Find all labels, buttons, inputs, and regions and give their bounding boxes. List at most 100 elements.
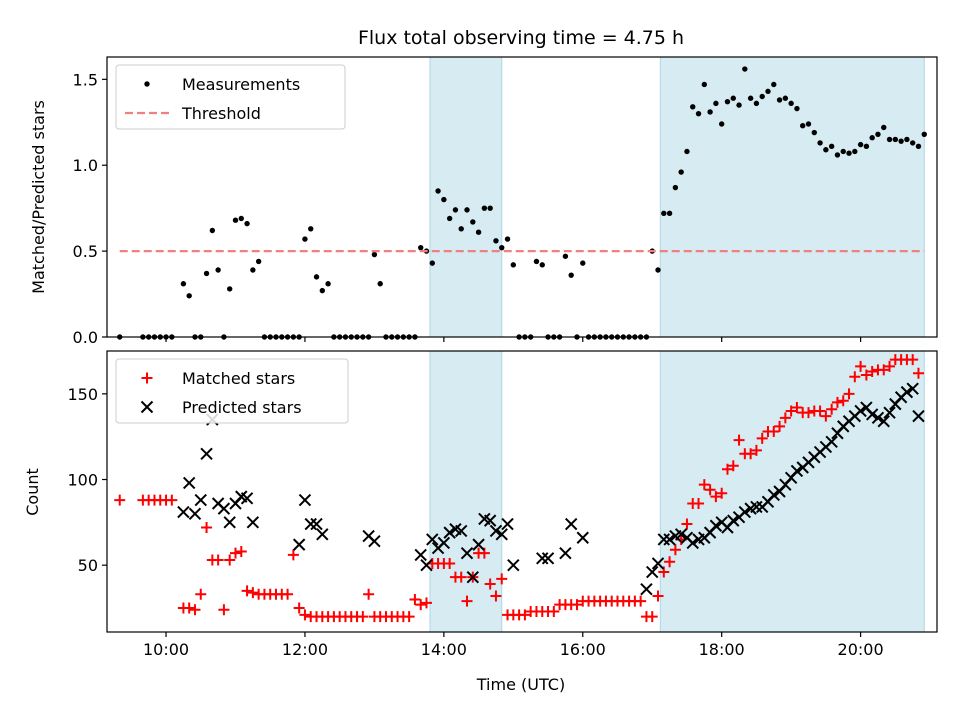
predicted-star-point — [292, 538, 306, 551]
measurement-point — [319, 287, 326, 294]
measurement-point — [475, 229, 482, 235]
predicted-star-point — [576, 531, 589, 544]
measurement-point — [863, 143, 870, 150]
measurement-point — [481, 205, 488, 211]
measurement-point — [805, 121, 812, 127]
measurement-point — [504, 236, 511, 242]
predicted-star-point — [182, 476, 196, 490]
legend-box — [115, 64, 346, 130]
measurement-point — [788, 100, 794, 107]
predicted-star-point — [426, 533, 439, 546]
measurement-point — [852, 148, 858, 155]
matched-star-point — [866, 366, 878, 378]
matched-star-point — [415, 599, 427, 611]
matched-star-point — [496, 573, 508, 585]
predicted-star-point — [246, 516, 260, 529]
y-tick-label: 150 — [67, 385, 98, 404]
predicted-star-point — [298, 493, 312, 507]
matched-star-point — [218, 604, 230, 616]
measurement-point — [308, 226, 314, 232]
matched-star-point — [229, 547, 241, 559]
matched-star-point — [727, 460, 739, 472]
measurement-point — [435, 188, 441, 194]
matched-star-point — [860, 369, 872, 381]
measurement-point — [765, 88, 771, 95]
measurement-point — [707, 109, 713, 115]
predicted-star-point — [437, 536, 451, 550]
measurement-point — [244, 220, 250, 227]
predicted-star-point — [865, 408, 879, 421]
matched-star-point — [235, 545, 247, 557]
measurement-point — [834, 152, 841, 158]
measurement-point — [325, 281, 331, 287]
plot-frame — [106, 56, 938, 338]
matched-star-point — [878, 364, 890, 376]
measurement-point — [203, 270, 210, 277]
measurement-point — [794, 105, 800, 112]
measurement-point — [869, 135, 875, 141]
legend-box — [115, 358, 349, 424]
measurement-point — [666, 210, 673, 217]
predicted-star-point — [472, 538, 485, 551]
predicted-star-point — [559, 546, 572, 560]
measurement-point — [371, 251, 378, 258]
measurement-point — [695, 110, 702, 117]
y-tick-label: 1.5 — [73, 70, 98, 89]
predicted-star-point — [767, 488, 780, 502]
chart-title: Flux total observing time = 4.75 h — [358, 27, 684, 49]
measurement-point — [539, 262, 545, 268]
predicted-star-point — [883, 406, 896, 419]
x-tick-label: 10:00 — [143, 640, 189, 659]
predicted-star-point — [674, 528, 688, 541]
matched-star-point — [803, 407, 815, 419]
predicted-star-point — [368, 534, 381, 548]
measurement-point — [255, 258, 262, 265]
predicted-star-point — [738, 505, 752, 519]
matched-star-point — [716, 487, 728, 499]
measurement-point — [470, 219, 476, 225]
bottom-panel: 50 100 150 10:00 12:00 14:00 16:00 18:00 20:00 Ma… — [67, 350, 938, 659]
measurement-point — [493, 238, 499, 244]
measurement-point — [742, 66, 748, 72]
matched-star-point — [756, 432, 768, 444]
y-tick-label: 100 — [67, 471, 98, 490]
legend-label: Measurements — [182, 75, 300, 94]
predicted-star-point — [900, 385, 914, 399]
measurement-point — [730, 95, 736, 101]
measurement-point — [759, 93, 765, 100]
matched-star-point — [884, 360, 896, 372]
measurement-point — [886, 136, 893, 143]
measurement-point — [776, 97, 783, 103]
matched-star-point — [201, 521, 213, 533]
measurement-point — [672, 184, 679, 191]
y-tick-label: 0.0 — [73, 328, 98, 347]
measurement-point — [724, 98, 731, 105]
matched-star-point — [519, 609, 531, 621]
measurement-point — [499, 244, 505, 251]
bottom-y-axis-label: Count — [23, 468, 42, 516]
legend-matched-swatch — [141, 372, 153, 384]
measurement-point — [180, 281, 187, 287]
measurement-point — [736, 102, 742, 108]
measurement-point — [250, 267, 256, 273]
x-tick-label: 12:00 — [282, 640, 328, 659]
predicted-star-point — [541, 552, 555, 565]
matched-star-point — [646, 611, 658, 623]
measurement-point — [898, 138, 904, 144]
predicted-star-point — [304, 517, 317, 531]
matched-star-point — [490, 590, 502, 602]
measurement-point — [510, 262, 517, 268]
matched-star-point — [403, 611, 415, 623]
matched-star-point — [363, 588, 375, 600]
measurement-point — [446, 215, 453, 222]
matched-star-point — [420, 597, 432, 609]
matched-star-point — [721, 463, 733, 475]
measurement-point — [718, 121, 725, 127]
predicted-star-point — [912, 409, 925, 423]
matched-star-point — [912, 367, 924, 379]
matched-star-point — [779, 412, 791, 424]
predicted-star-point — [455, 524, 468, 538]
predicted-star-point — [495, 528, 508, 541]
matched-star-point — [733, 434, 745, 446]
predicted-star-point — [906, 382, 919, 395]
